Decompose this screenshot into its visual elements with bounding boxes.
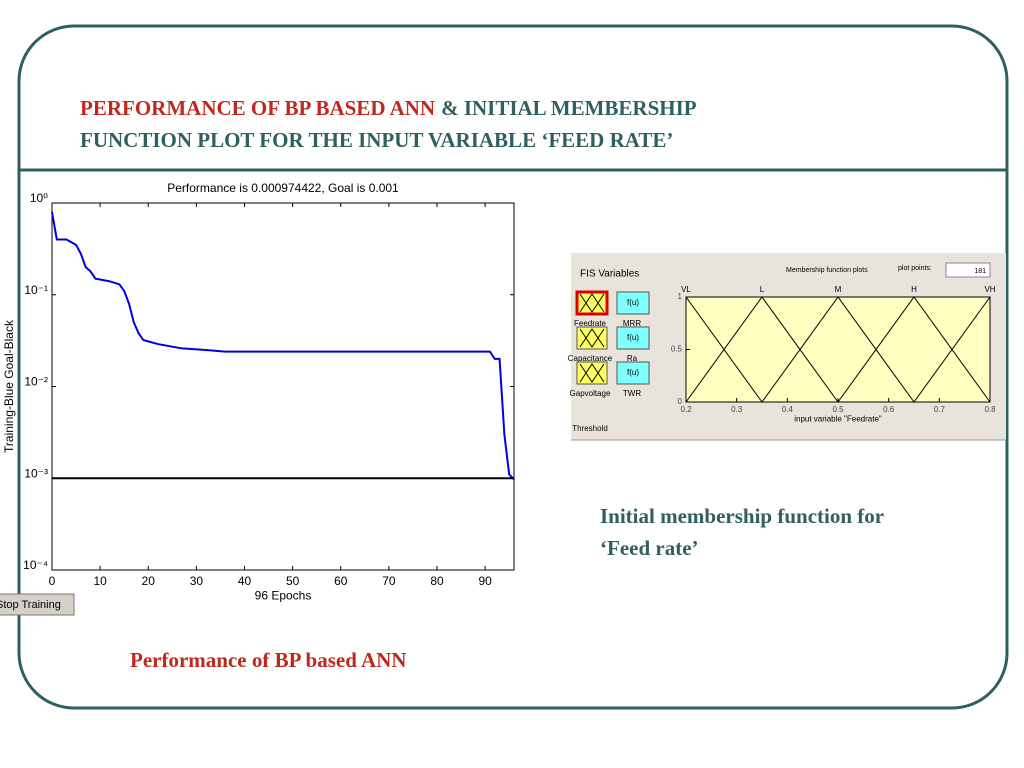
x-tick-label: 0.6 <box>883 405 895 414</box>
x-tick-label: 80 <box>430 574 444 588</box>
series-line <box>685 296 839 403</box>
x-tick-label: 20 <box>142 574 156 588</box>
plot-points-box[interactable] <box>945 262 991 278</box>
output-box-label: f(u) <box>627 298 639 307</box>
title-part: PERFORMANCE OF BP BASED ANN <box>80 96 435 120</box>
caption: Initial membership function for <box>600 504 884 528</box>
plot-area <box>685 296 991 403</box>
x-axis-label: input variable "Feedrate" <box>794 415 882 424</box>
y-tick-label: 10⁻⁴ <box>23 558 48 572</box>
input-name: Capacitance <box>568 354 613 363</box>
mf-icon-lines <box>579 328 605 348</box>
button-label[interactable]: Stop Training <box>0 599 61 611</box>
mf-label: H <box>911 285 917 294</box>
input-name: Feedrate <box>574 319 607 328</box>
x-tick-label: 0.3 <box>731 405 743 414</box>
plot-points[interactable]: 181 <box>974 268 986 275</box>
input-name: Gapvoltage <box>570 389 611 398</box>
frame <box>17 24 1009 710</box>
mf-label: L <box>760 285 765 294</box>
output-box-label: f(u) <box>627 368 639 377</box>
mf-icon-lines <box>579 293 605 313</box>
mf-icon <box>576 326 608 350</box>
output-name: MRR <box>623 319 641 328</box>
x-tick-label: 90 <box>478 574 492 588</box>
output-box <box>616 361 650 385</box>
y-tick-label: 1 <box>678 292 683 301</box>
series-line <box>51 211 515 480</box>
title: PERFORMANCE OF BP BASED ANN & INITIAL MEM… <box>80 96 697 120</box>
y-tick-label: 10⁻¹ <box>24 283 48 297</box>
mf-icon-lines <box>579 363 605 383</box>
output-box <box>616 326 650 350</box>
x-tick-label: 30 <box>190 574 204 588</box>
x-tick-label: 0.4 <box>782 405 794 414</box>
mf-icon <box>576 361 608 385</box>
x-axis-label: 96 Epochs <box>255 589 312 603</box>
x-tick-label: 0.8 <box>984 405 996 414</box>
x-tick-label: 0.5 <box>832 405 844 414</box>
x-tick-label: 70 <box>382 574 396 588</box>
y-tick-label: 10⁻² <box>24 375 48 389</box>
plots-title: Membership function plots <box>786 267 868 274</box>
x-tick-label: 60 <box>334 574 348 588</box>
y-axis-label: Training-Blue Goal-Black <box>2 319 16 453</box>
series-line <box>761 296 915 403</box>
y-tick-label: 0.5 <box>671 345 683 354</box>
mf-label: M <box>835 285 842 294</box>
mf-icon <box>575 290 609 316</box>
title-line: FUNCTION PLOT FOR THE INPUT VARIABLE ‘FE… <box>80 128 673 152</box>
caption: ‘Feed rate’ <box>600 536 699 560</box>
x-tick-label: 0.7 <box>934 405 946 414</box>
y-tick-label: 0 <box>678 397 683 406</box>
y-tick-label: 10⁰ <box>30 191 48 205</box>
plot-points-label: plot points: <box>898 265 932 272</box>
output-box <box>616 291 650 315</box>
mf-label: VL <box>681 285 691 294</box>
mf-label: VH <box>984 285 995 294</box>
input-name: Threshold <box>572 424 608 433</box>
y-tick-label: 10⁻³ <box>24 466 48 480</box>
x-tick-label: 10 <box>93 574 107 588</box>
x-tick-label: 50 <box>286 574 300 588</box>
series-line <box>837 296 991 403</box>
output-name: TWR <box>623 389 641 398</box>
output-name: Ra <box>627 354 638 363</box>
panel-title: FIS Variables <box>580 269 639 280</box>
button[interactable] <box>0 593 75 616</box>
x-tick-label: 0 <box>49 574 56 588</box>
series-line <box>913 296 991 403</box>
x-tick-label: 40 <box>238 574 252 588</box>
output-box-label: f(u) <box>627 333 639 342</box>
chart-title: Performance is 0.000974422, Goal is 0.00… <box>167 181 399 195</box>
title-part: & INITIAL MEMBERSHIP <box>441 96 697 120</box>
caption: Performance of BP based ANN <box>130 648 406 672</box>
x-tick-label: 0.2 <box>680 405 692 414</box>
plot-area <box>51 202 515 571</box>
